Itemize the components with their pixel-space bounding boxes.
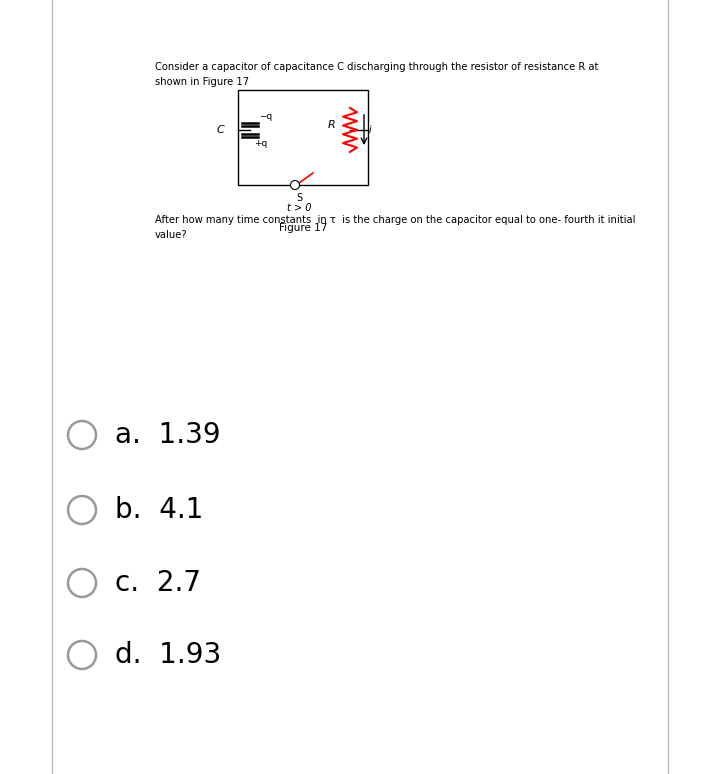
Text: After how many time constants  in τ  is the charge on the capacitor equal to one: After how many time constants in τ is th… <box>155 215 636 225</box>
Text: c.  2.7: c. 2.7 <box>115 569 201 597</box>
Text: S: S <box>296 193 302 203</box>
Text: a.  1.39: a. 1.39 <box>115 421 220 449</box>
Circle shape <box>290 180 300 190</box>
Text: Consider a capacitor of capacitance C discharging through the resistor of resist: Consider a capacitor of capacitance C di… <box>155 62 598 72</box>
Text: Figure 17: Figure 17 <box>279 223 327 233</box>
Text: −q: −q <box>259 112 272 121</box>
Text: value?: value? <box>155 230 188 240</box>
Circle shape <box>68 421 96 449</box>
Text: b.  4.1: b. 4.1 <box>115 496 203 524</box>
Circle shape <box>68 496 96 524</box>
Bar <box>238 90 368 185</box>
Text: d.  1.93: d. 1.93 <box>115 641 221 669</box>
Circle shape <box>68 641 96 669</box>
Text: R: R <box>328 120 335 130</box>
Text: i: i <box>369 125 372 135</box>
Text: C: C <box>216 125 224 135</box>
Text: +q: +q <box>254 139 267 148</box>
Circle shape <box>68 569 96 597</box>
Text: shown in Figure 17: shown in Figure 17 <box>155 77 249 87</box>
Text: t > 0: t > 0 <box>287 203 311 213</box>
